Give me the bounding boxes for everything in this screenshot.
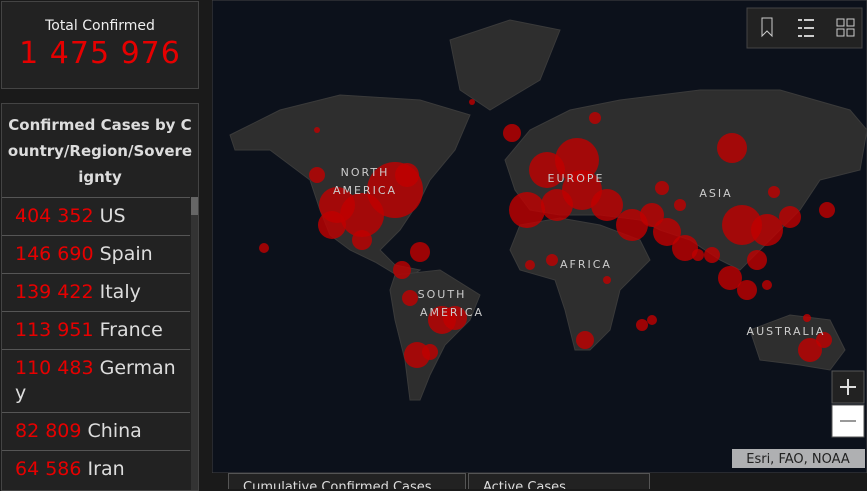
region-label-line: AMERICA: [333, 184, 397, 197]
case-circle[interactable]: [779, 206, 801, 228]
zoom-out[interactable]: [831, 404, 865, 438]
case-circle[interactable]: [395, 163, 419, 187]
case-circle[interactable]: [309, 167, 325, 183]
case-circle[interactable]: [576, 331, 594, 349]
case-circle[interactable]: [674, 199, 686, 211]
case-circle[interactable]: [591, 189, 623, 221]
country-name: Spain: [99, 243, 153, 265]
case-count: 110 483: [15, 357, 94, 379]
total-value: 1 475 976: [19, 36, 181, 71]
basemap-icon[interactable]: [836, 18, 855, 37]
case-circle[interactable]: [751, 214, 783, 246]
case-circle[interactable]: [672, 235, 698, 261]
tabs: Cumulative Confirmed Cases Active Cases: [212, 473, 867, 489]
case-circle[interactable]: [768, 186, 780, 198]
region-label: AUSTRALIA: [747, 325, 826, 338]
tab[interactable]: Cumulative Confirmed Cases: [228, 473, 466, 489]
list-rows: 404 352 US 146 690 Spain 139 422 Italy 113 …: [2, 197, 190, 488]
case-circle[interactable]: [469, 99, 475, 105]
region-label: SOUTH AMERICA: [418, 288, 484, 319]
case-circle[interactable]: [393, 261, 411, 279]
bookmark-icon[interactable]: [761, 17, 773, 38]
case-circles: [259, 99, 835, 368]
case-circle[interactable]: [443, 306, 467, 330]
case-circle[interactable]: [352, 230, 372, 250]
country-name: Italy: [99, 281, 141, 303]
case-circle[interactable]: [717, 133, 747, 163]
region-label: EUROPE: [548, 172, 605, 185]
case-circle[interactable]: [410, 242, 430, 262]
case-circle[interactable]: [525, 260, 535, 270]
case-circle[interactable]: [803, 314, 811, 322]
list-row[interactable]: 110 483 Germany: [2, 349, 190, 412]
case-circle[interactable]: [819, 202, 835, 218]
case-circle[interactable]: [798, 338, 822, 362]
list-row[interactable]: 146 690 Spain: [2, 235, 190, 273]
case-count: 146 690: [15, 243, 94, 265]
region-label: ASIA: [699, 187, 732, 200]
case-count: 139 422: [15, 281, 94, 303]
case-circle[interactable]: [655, 181, 669, 195]
case-circle[interactable]: [509, 192, 545, 228]
scrollbar[interactable]: [191, 197, 198, 490]
case-circle[interactable]: [816, 332, 832, 348]
list-row[interactable]: 404 352 US: [2, 197, 190, 235]
attribution: Esri, FAO, NOAA: [746, 452, 850, 467]
tab[interactable]: Active Cases: [468, 473, 650, 489]
map[interactable]: NORTH AMERICA EUROPE ASIA AFRICA SOUTH AMERICA…: [212, 0, 867, 473]
region-label-line: NORTH: [341, 166, 390, 179]
country-list: Confirmed Cases by Country/Region/Sovere…: [1, 103, 199, 491]
region-label-line: SOUTH: [418, 288, 467, 301]
case-count: 82 809: [15, 420, 82, 442]
case-circle[interactable]: [503, 124, 521, 142]
total-label: Total Confirmed: [45, 18, 155, 34]
case-circle[interactable]: [692, 249, 704, 261]
case-circle[interactable]: [653, 218, 681, 246]
case-circle[interactable]: [640, 203, 664, 227]
case-circle[interactable]: [259, 243, 269, 253]
region-labels: NORTH AMERICA EUROPE ASIA AFRICA SOUTH AMERICA…: [333, 166, 826, 338]
country-name: Germany: [15, 357, 176, 404]
case-circle[interactable]: [636, 319, 648, 331]
case-circle[interactable]: [541, 189, 573, 221]
case-circle[interactable]: [718, 266, 742, 290]
list-row[interactable]: 64 586 Iran: [2, 450, 190, 488]
zoom-in[interactable]: [831, 370, 865, 404]
case-circle[interactable]: [647, 315, 657, 325]
legend-icon[interactable]: [798, 19, 814, 37]
case-circle[interactable]: [704, 247, 720, 263]
case-circle[interactable]: [314, 127, 320, 133]
case-count: 404 352: [15, 205, 94, 227]
case-circle[interactable]: [422, 344, 438, 360]
region-label: AFRICA: [560, 258, 612, 271]
region-label: NORTH AMERICA: [333, 166, 397, 197]
case-count: 64 586: [15, 458, 82, 480]
country-name: France: [99, 319, 163, 341]
scroll-thumb[interactable]: [191, 197, 198, 215]
case-circle[interactable]: [747, 250, 767, 270]
case-circle[interactable]: [318, 211, 346, 239]
attribution-bg: [732, 449, 865, 468]
zoom-in-icon: [840, 379, 856, 395]
list-row[interactable]: 82 809 China: [2, 412, 190, 450]
case-circle[interactable]: [546, 254, 558, 266]
case-circle[interactable]: [762, 280, 772, 290]
total-panel: Total Confirmed 1 475 976: [1, 1, 199, 89]
list-row[interactable]: 113 951 France: [2, 311, 190, 349]
case-circle[interactable]: [616, 209, 648, 241]
case-circle[interactable]: [402, 290, 418, 306]
case-circle[interactable]: [603, 276, 611, 284]
case-circle[interactable]: [589, 112, 601, 124]
list-row[interactable]: 139 422 Italy: [2, 273, 190, 311]
country-name: US: [99, 205, 126, 227]
country-name: Iran: [87, 458, 125, 480]
list-title: Confirmed Cases by Country/Region/Sovere…: [7, 116, 193, 186]
case-count: 113 951: [15, 319, 94, 341]
country-name: China: [87, 420, 142, 442]
case-circle[interactable]: [737, 280, 757, 300]
region-label-line: AMERICA: [420, 306, 484, 319]
